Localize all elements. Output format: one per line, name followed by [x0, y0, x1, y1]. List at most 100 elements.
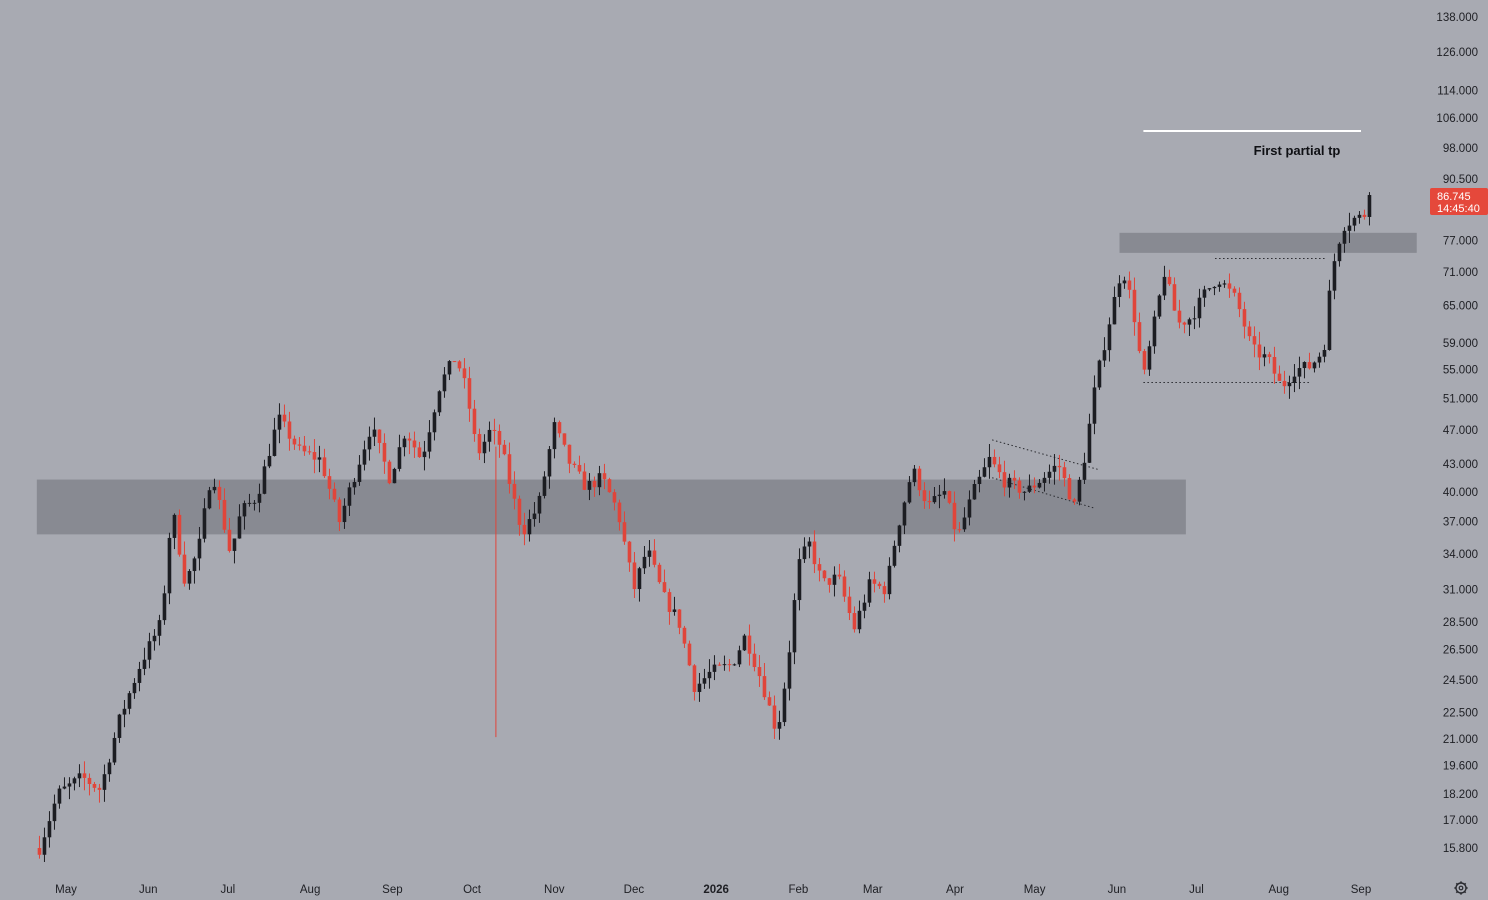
- candle[interactable]: [687, 640, 692, 667]
- candle[interactable]: [1032, 477, 1037, 494]
- candle[interactable]: [517, 495, 522, 536]
- candle[interactable]: [662, 569, 667, 593]
- candle[interactable]: [752, 643, 757, 672]
- candle[interactable]: [1227, 273, 1232, 298]
- candle[interactable]: [462, 358, 467, 389]
- candle[interactable]: [452, 361, 457, 363]
- candle[interactable]: [727, 658, 732, 672]
- candle[interactable]: [1022, 491, 1027, 501]
- candle[interactable]: [397, 434, 402, 472]
- candle[interactable]: [1362, 209, 1367, 220]
- gear-icon[interactable]: [1454, 881, 1468, 895]
- candle[interactable]: [232, 538, 237, 564]
- candle[interactable]: [957, 521, 962, 533]
- candle[interactable]: [102, 764, 107, 802]
- candle[interactable]: [157, 614, 162, 646]
- candle[interactable]: [1092, 375, 1097, 435]
- candle[interactable]: [1007, 473, 1012, 498]
- candle[interactable]: [37, 835, 42, 859]
- candle[interactable]: [797, 548, 802, 611]
- candle[interactable]: [1047, 464, 1052, 484]
- candle[interactable]: [402, 435, 407, 457]
- candle[interactable]: [382, 433, 387, 474]
- candle[interactable]: [1187, 317, 1192, 336]
- candle[interactable]: [557, 420, 562, 438]
- candle[interactable]: [112, 732, 117, 766]
- candle[interactable]: [792, 593, 797, 665]
- candle[interactable]: [532, 502, 537, 527]
- candle[interactable]: [1192, 306, 1197, 330]
- candle[interactable]: [267, 443, 272, 469]
- candle[interactable]: [542, 471, 547, 499]
- candle[interactable]: [977, 469, 982, 493]
- candle[interactable]: [1272, 346, 1277, 384]
- candle[interactable]: [1327, 279, 1332, 351]
- candle[interactable]: [777, 710, 782, 740]
- candle[interactable]: [147, 632, 152, 669]
- candle[interactable]: [437, 390, 442, 416]
- candle[interactable]: [812, 530, 817, 574]
- candle[interactable]: [127, 690, 132, 715]
- candle[interactable]: [47, 811, 52, 848]
- candle[interactable]: [702, 668, 707, 689]
- candle[interactable]: [1277, 365, 1282, 381]
- candle[interactable]: [177, 509, 182, 557]
- candle[interactable]: [57, 785, 62, 809]
- candle[interactable]: [807, 537, 812, 559]
- candle[interactable]: [992, 449, 997, 468]
- candle[interactable]: [982, 458, 987, 478]
- candle[interactable]: [1347, 212, 1352, 243]
- candle[interactable]: [882, 581, 887, 603]
- candle[interactable]: [282, 404, 287, 428]
- candle[interactable]: [377, 429, 382, 454]
- candle[interactable]: [1287, 375, 1292, 399]
- candle[interactable]: [492, 418, 497, 445]
- candle[interactable]: [787, 640, 792, 701]
- candle[interactable]: [1337, 242, 1342, 267]
- candle[interactable]: [1037, 479, 1042, 489]
- candle[interactable]: [1087, 413, 1092, 464]
- candle[interactable]: [1027, 474, 1032, 493]
- candle[interactable]: [642, 545, 647, 575]
- candle[interactable]: [237, 504, 242, 539]
- candle[interactable]: [1212, 286, 1217, 296]
- candle[interactable]: [607, 477, 612, 493]
- candle[interactable]: [932, 486, 937, 504]
- candle[interactable]: [1297, 356, 1302, 390]
- candle[interactable]: [367, 426, 372, 461]
- candle[interactable]: [612, 489, 617, 511]
- candle[interactable]: [497, 424, 502, 458]
- candle[interactable]: [82, 761, 87, 791]
- candle[interactable]: [1202, 285, 1207, 307]
- candle[interactable]: [1322, 344, 1327, 363]
- candle[interactable]: [967, 490, 972, 526]
- candle[interactable]: [647, 540, 652, 567]
- candle[interactable]: [122, 699, 127, 728]
- candle[interactable]: [467, 366, 472, 422]
- candle[interactable]: [622, 511, 627, 545]
- candle[interactable]: [317, 445, 322, 473]
- candle[interactable]: [762, 662, 767, 700]
- candle[interactable]: [1217, 281, 1222, 292]
- candle[interactable]: [1197, 288, 1202, 328]
- candle[interactable]: [922, 482, 927, 509]
- candle[interactable]: [192, 556, 197, 584]
- candle[interactable]: [1257, 331, 1262, 371]
- candle[interactable]: [527, 509, 532, 542]
- candle[interactable]: [432, 409, 437, 441]
- candle[interactable]: [1162, 265, 1167, 301]
- candle[interactable]: [672, 596, 677, 616]
- candle[interactable]: [997, 456, 1002, 479]
- candle[interactable]: [252, 500, 257, 511]
- candle[interactable]: [1137, 312, 1142, 354]
- candle[interactable]: [172, 513, 177, 550]
- candle[interactable]: [1252, 326, 1257, 358]
- candle[interactable]: [722, 655, 727, 671]
- candle[interactable]: [1332, 253, 1337, 300]
- candle[interactable]: [847, 586, 852, 621]
- candle[interactable]: [592, 476, 597, 497]
- candle[interactable]: [207, 486, 212, 510]
- candle[interactable]: [1002, 460, 1007, 497]
- candle[interactable]: [682, 625, 687, 648]
